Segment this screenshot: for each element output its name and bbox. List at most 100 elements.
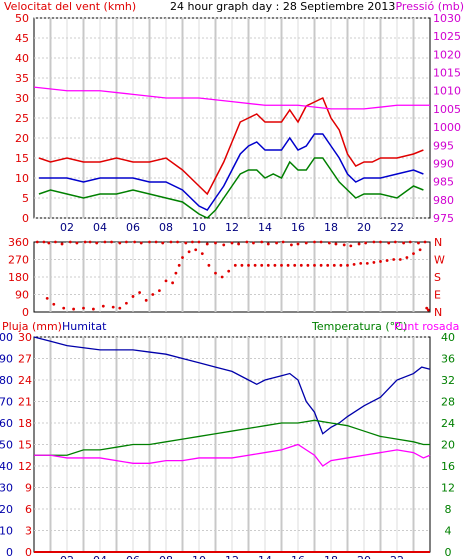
direction-point [95,241,99,245]
rain-tick-label: 6 [25,503,32,516]
wind-speed-axis-title: Velocitat del vent (kmh) [4,0,137,13]
direction-point [125,301,128,305]
direction-point [319,240,323,244]
direction-point [327,241,331,245]
direction-point [47,241,51,245]
humidity-tick-label: 20 [0,503,13,516]
humidity-tick-label: 100 [0,331,13,344]
direction-point [52,302,56,306]
direction-point [313,263,316,267]
wind-x-tick-label: 04 [93,221,107,234]
direction-point [393,240,397,244]
direction-point [425,306,429,310]
rain-tick-label: 24 [18,374,32,387]
pressure-tick-label: 985 [433,176,454,189]
direction-point [417,241,420,245]
direction-point [299,263,303,267]
direction-point [187,250,191,254]
dew-point-axis-title: Punt rosada [394,320,460,333]
rain-tick-label: 21 [18,396,32,409]
direction-point [118,241,122,245]
wind-speed-tick-label: 50 [15,12,29,25]
direction-point [161,241,165,245]
direction-point [139,241,143,245]
direction-point [398,258,402,261]
direction-point [83,240,87,244]
direction-point [426,308,430,312]
temperature-tick-label: 4 [445,525,452,538]
direction-point [286,263,290,267]
humidity-x-tick-label: 08 [159,554,173,559]
direction-point [346,263,349,267]
rain-tick-label: 30 [18,331,32,344]
direction-point [227,269,231,273]
pressure-tick-label: 980 [433,194,454,207]
direction-point [45,296,49,300]
direction-point [379,260,382,263]
direction-point [412,252,415,256]
pressure-tick-label: 975 [433,212,454,225]
direction-point [174,271,178,275]
direction-point [103,240,107,244]
direction-point [253,263,257,267]
temperature-tick-label: 40 [441,331,455,344]
compass-tick-label: N [434,306,442,319]
direction-point [184,241,188,245]
direction-point [82,306,85,310]
direction-point [260,240,264,244]
pressure-tick-label: 1010 [433,85,461,98]
humidity-x-tick-label: 12 [225,554,239,559]
direction-point [194,248,198,252]
direction-point [214,241,217,245]
direction-point [131,295,135,298]
pressure-tick-label: 1000 [433,121,461,134]
wind-speed-tick-label: 10 [15,172,29,185]
direction-point [405,256,409,259]
direction-point [125,240,128,244]
pressure-tick-label: 1015 [433,67,461,80]
direction-point [379,240,382,244]
direction-point [240,263,244,267]
direction-point [111,305,115,309]
temperature-axis-title: Temperatura (°C) [312,320,408,333]
direction-point [177,263,181,267]
direction-point [304,241,308,245]
direction-point [313,240,316,244]
rain-axis-title: Pluja (mm) [2,320,62,333]
direction-point [191,240,194,244]
direction-point [92,307,95,311]
wind-x-tick-label: 20 [357,221,371,234]
wind-speed-tick-label: 20 [15,132,29,145]
direction-point [205,242,209,246]
wind-speed-tick-label: 45 [15,32,29,45]
direction-point [245,240,249,244]
direction-point [326,263,330,267]
direction-tick-label: 90 [15,289,29,302]
pressure-axis-title: Pressió (mb) [395,0,464,13]
direction-point [75,241,79,245]
humidity-x-tick-label: 18 [324,554,338,559]
temperature-tick-label: 32 [441,374,455,387]
direction-point [138,291,142,294]
temperature-tick-label: 8 [445,503,452,516]
humidity-series-line-2 [34,443,431,467]
direction-point [385,259,389,262]
wind-x-tick-label: 10 [192,221,206,234]
humidity-x-tick-label: 20 [357,554,371,559]
wind-x-tick-label: 14 [258,221,272,234]
direction-point [164,279,168,283]
direction-point [392,258,396,261]
rain-tick-label: 9 [25,482,32,495]
wind-series-line-2 [38,157,424,219]
humidity-tick-label: 80 [0,374,13,387]
chart-title: 24 hour graph day : 28 Septiembre 2013 [170,0,396,13]
direction-point [237,242,241,246]
direction-point [72,307,75,311]
direction-tick-label: 180 [8,271,29,284]
direction-point [62,306,66,310]
direction-point [408,240,412,244]
pressure-tick-label: 990 [433,157,454,170]
humidity-x-tick-label: 02 [60,554,74,559]
humidity-tick-label: 50 [0,439,13,452]
